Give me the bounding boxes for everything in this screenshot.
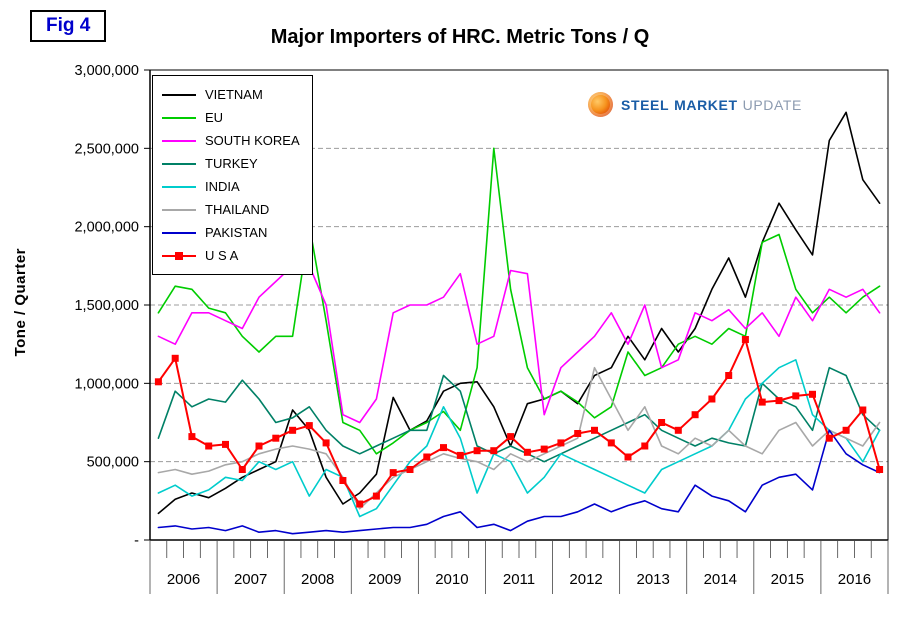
legend-label-india: INDIA	[205, 179, 240, 194]
series-line-eu	[157, 147, 881, 455]
series-line-thailand	[157, 366, 881, 510]
legend-line-sample-thailand	[162, 208, 196, 211]
legend-line-sample-vietnam	[162, 93, 196, 96]
legend-item-india: INDIA	[162, 175, 300, 198]
legend-label-vietnam: VIETNAM	[205, 87, 263, 102]
logo-text-market: MARKET	[674, 96, 738, 113]
x-year-label: 2012	[569, 571, 602, 588]
x-year-label: 2008	[301, 571, 334, 588]
x-year-label: 2015	[771, 571, 804, 588]
x-year-label: 2007	[234, 571, 267, 588]
x-year-label: 2011	[503, 571, 535, 588]
x-year-label: 2006	[167, 571, 200, 588]
series-line-india	[157, 358, 881, 518]
legend-line-sample-pakistan	[162, 231, 196, 234]
series-line-vietnam	[157, 111, 881, 515]
x-year-label: 2016	[838, 571, 871, 588]
smu-logo-icon	[588, 92, 613, 117]
legend-item-south-korea: SOUTH KOREA	[162, 129, 300, 152]
legend-label-turkey: TURKEY	[205, 156, 258, 171]
legend-line-sample-u-s-a	[162, 251, 196, 260]
series-line-pakistan	[157, 429, 881, 535]
y-tick-label: 2,500,000	[74, 141, 139, 157]
legend-line-sample-south-korea	[162, 139, 196, 142]
logo-text-steel: STEEL	[621, 96, 670, 113]
y-tick-label: -	[134, 533, 139, 549]
legend-label-thailand: THAILAND	[205, 202, 270, 217]
legend-item-u-s-a: U S A	[162, 244, 300, 267]
smu-logo: STEEL MARKET UPDATE	[588, 92, 802, 117]
legend-item-pakistan: PAKISTAN	[162, 221, 300, 244]
y-tick-label: 500,000	[87, 455, 139, 471]
legend-line-sample-turkey	[162, 162, 196, 165]
chart-title: Major Importers of HRC. Metric Tons / Q	[270, 26, 650, 48]
legend-item-eu: EU	[162, 106, 300, 129]
x-year-label: 2010	[435, 571, 468, 588]
x-year-label: 2013	[636, 571, 669, 588]
figure-label: Fig 4	[30, 10, 107, 42]
legend-line-sample-india	[162, 185, 196, 188]
legend-line-sample-eu	[162, 116, 196, 119]
legend-square-marker	[175, 251, 183, 260]
logo-text-update: UPDATE	[742, 96, 802, 113]
series-markers-u-s-a	[154, 336, 884, 508]
legend-item-turkey: TURKEY	[162, 152, 300, 175]
legend-label-south-korea: SOUTH KOREA	[205, 133, 300, 148]
y-tick-label: 3,000,000	[74, 63, 139, 79]
y-tick-label: 1,000,000	[74, 376, 139, 392]
y-tick-label: 2,000,000	[74, 220, 139, 236]
chart-legend: VIETNAM EU SOUTH KOREA TURKEY INDIA THAILAND P…	[152, 75, 313, 275]
series-line-south-korea	[157, 264, 881, 424]
legend-item-vietnam: VIETNAM	[162, 83, 300, 106]
legend-label-pakistan: PAKISTAN	[205, 225, 268, 240]
y-tick-label: 1,500,000	[74, 298, 139, 314]
series-line-turkey	[157, 366, 881, 463]
x-year-label: 2009	[368, 571, 401, 588]
legend-label-eu: EU	[205, 110, 224, 125]
legend-item-thailand: THAILAND	[162, 198, 300, 221]
x-year-label: 2014	[704, 571, 737, 588]
legend-label-u-s-a: U S A	[205, 248, 239, 263]
y-axis-title: Tone / Quarter	[12, 248, 29, 357]
series-line-u-s-a	[157, 338, 881, 505]
figure-label-text: Fig 4	[46, 15, 91, 36]
